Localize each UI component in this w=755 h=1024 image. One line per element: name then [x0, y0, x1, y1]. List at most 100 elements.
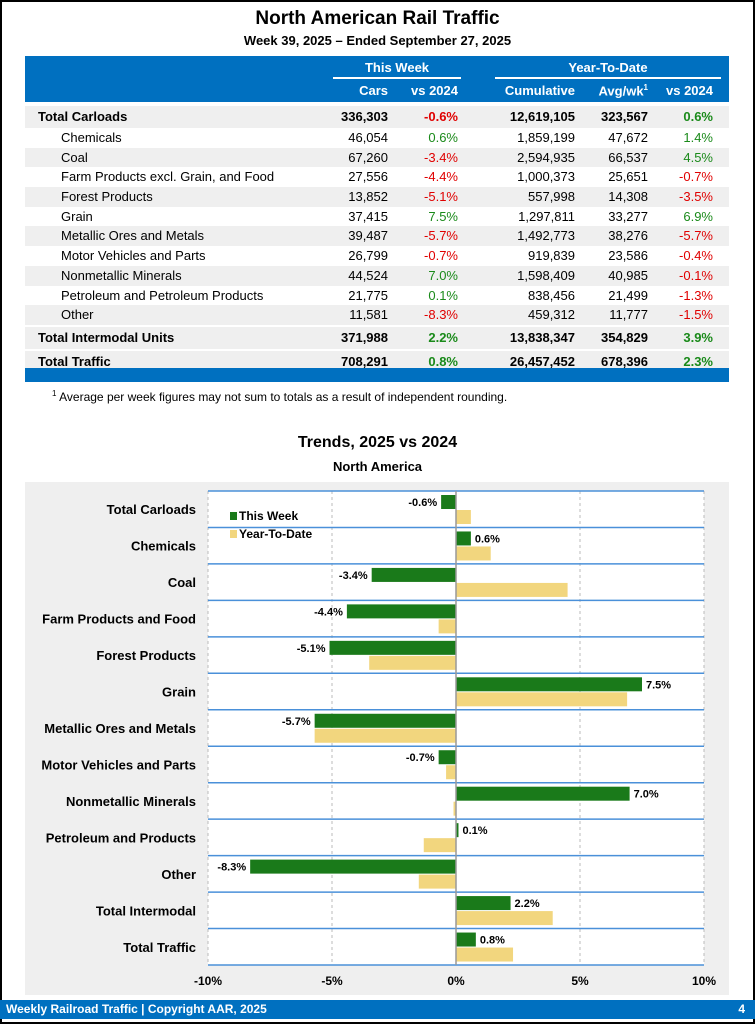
group-this-week: This Week — [333, 60, 461, 79]
bar-value-label: -8.3% — [217, 862, 246, 874]
row-label: Motor Vehicles and Parts — [61, 248, 206, 264]
page-number: 4 — [738, 1002, 745, 1016]
bar-value-label: 0.8% — [480, 935, 505, 947]
x-tick-label: 5% — [571, 974, 589, 988]
legend-label: This Week — [239, 509, 298, 523]
page-subtitle: Week 39, 2025 – Ended September 27, 2025 — [243, 33, 512, 48]
ytd-vs-2024: -3.5% — [679, 189, 713, 205]
cars: 13,852 — [348, 189, 388, 205]
row-label: Nonmetallic Minerals — [61, 267, 182, 283]
table-row: Total Intermodal Units 371,988 2.2% 13,838,… — [25, 326, 729, 349]
bar-value-label: -0.7% — [406, 752, 435, 764]
bar-value-label: -4.4% — [314, 606, 343, 618]
table-row: Chemicals 46,054 0.6% 1,859,199 47,672 1.4% — [25, 128, 729, 148]
page-title: North American Rail Traffic — [255, 8, 500, 29]
cumulative: 459,312 — [528, 307, 575, 323]
bar-value-label: -3.4% — [339, 570, 368, 582]
ytd-bar — [418, 874, 456, 889]
vs-2024: -0.7% — [424, 248, 458, 264]
cumulative: 919,839 — [528, 248, 575, 264]
cars: 44,524 — [348, 267, 388, 283]
vs-2024: 2.2% — [428, 329, 458, 345]
ytd-bar — [446, 765, 456, 780]
this-week-bar — [329, 640, 456, 655]
row-label: Metallic Ores and Metals — [61, 228, 205, 244]
ytd-vs-2024: -5.7% — [679, 228, 713, 244]
cumulative: 13,838,347 — [509, 329, 575, 345]
category-label: Other — [161, 867, 196, 882]
legend-label: Year-To-Date — [239, 527, 312, 541]
cumulative: 1,000,373 — [517, 169, 575, 185]
table-header: This Week Year-To-Date Cars vs 2024 Cumu… — [25, 56, 729, 102]
ytd-bar — [456, 582, 568, 597]
avg-wk: 678,396 — [601, 353, 648, 369]
footer-text: Weekly Railroad Traffic | Copyright AAR,… — [6, 1002, 267, 1016]
legend-swatch — [230, 512, 237, 520]
table-row: Farm Products excl. Grain, and Food 27,55… — [25, 167, 729, 187]
row-label: Total Intermodal Units — [38, 329, 175, 345]
avg-wk: 23,586 — [608, 248, 648, 264]
col-vs2024: vs 2024 — [411, 83, 458, 98]
ytd-bar — [456, 692, 628, 707]
ytd-bar — [456, 546, 491, 561]
cumulative: 557,998 — [528, 189, 575, 205]
table-row: Motor Vehicles and Parts 26,799 -0.7% 919,8… — [25, 246, 729, 266]
bar-chart: -10% -5% 0% 5% 10% Total Carloads -0.6% Chemica… — [41, 490, 716, 988]
vs-2024: 0.8% — [428, 353, 458, 369]
ytd-bar — [369, 655, 456, 670]
category-label: Farm Products and Food — [42, 612, 196, 627]
cumulative: 26,457,452 — [509, 353, 575, 369]
table-row: Forest Products 13,852 -5.1% 557,998 14,308 -… — [25, 187, 729, 207]
vs-2024: 0.1% — [428, 287, 458, 303]
avg-wk: 38,276 — [608, 228, 648, 244]
row-label: Farm Products excl. Grain, and Food — [61, 169, 275, 185]
cars: 371,988 — [341, 329, 388, 345]
ytd-bar — [456, 911, 553, 926]
ytd-vs-2024: -0.1% — [679, 267, 713, 283]
ytd-vs-2024: -0.4% — [679, 248, 713, 264]
ytd-bar — [314, 728, 456, 743]
vs-2024: 0.6% — [428, 130, 458, 145]
bar-value-label: -5.1% — [297, 643, 326, 655]
cumulative: 1,297,811 — [518, 208, 575, 224]
chart-panel: -10% -5% 0% 5% 10% Total Carloads -0.6% Chemica… — [25, 482, 729, 995]
cars: 21,775 — [348, 287, 388, 303]
ytd-vs-2024: -1.5% — [679, 307, 713, 323]
this-week-bar — [456, 896, 511, 911]
chart-subtitle: North America — [332, 459, 423, 474]
table-row: Coal 67,260 -3.4% 2,594,935 66,537 4.5% — [25, 147, 729, 168]
category-label: Total Carloads — [107, 502, 196, 517]
avg-wk: 354,829 — [601, 329, 648, 345]
cars: 67,260 — [348, 149, 388, 165]
avg-wk: 33,277 — [608, 208, 648, 224]
this-week-bar — [441, 495, 456, 509]
table-body: Total Carloads 336,303 -0.6% 12,619,105 323,… — [25, 104, 729, 373]
cumulative: 12,619,105 — [509, 109, 575, 124]
ytd-vs-2024: 1.4% — [683, 130, 713, 145]
this-week-bar — [438, 750, 456, 765]
table-row: Total Traffic 708,291 0.8% 26,457,452 678,39… — [25, 350, 729, 373]
avg-wk: 323,567 — [601, 109, 648, 124]
avg-wk: 66,537 — [608, 149, 648, 165]
this-week-bar — [371, 567, 456, 582]
table-row: Total Carloads 336,303 -0.6% 12,619,105 323,… — [25, 106, 729, 128]
footnote-marker: 1 — [52, 389, 57, 398]
avg-wk: 11,777 — [609, 307, 648, 323]
x-tick-label: -5% — [321, 974, 343, 988]
ytd-vs-2024: 0.6% — [683, 109, 713, 124]
x-tick-label: -10% — [194, 974, 222, 988]
cars: 11,581 — [349, 307, 388, 323]
table-footer-bar — [25, 368, 729, 382]
avg-wk: 47,672 — [608, 130, 648, 145]
col-avg-wk-sup: 1 — [643, 83, 648, 92]
footnote-text: Average per week figures may not sum to … — [59, 390, 508, 404]
row-label: Chemicals — [61, 130, 122, 145]
table-row: Grain 37,415 7.5% 1,297,811 33,277 6.9% — [25, 207, 729, 227]
ytd-bar — [456, 510, 471, 524]
ytd-vs-2024: 6.9% — [683, 208, 713, 224]
col-ytd-vs2024: vs 2024 — [666, 83, 713, 98]
table-row: Other 11,581 -8.3% 459,312 11,777 -1.5% — [25, 305, 729, 325]
table-row: Nonmetallic Minerals 44,524 7.0% 1,598,409 4… — [25, 265, 729, 286]
bar-value-label: 0.6% — [475, 533, 500, 545]
this-week-bar — [456, 531, 471, 546]
